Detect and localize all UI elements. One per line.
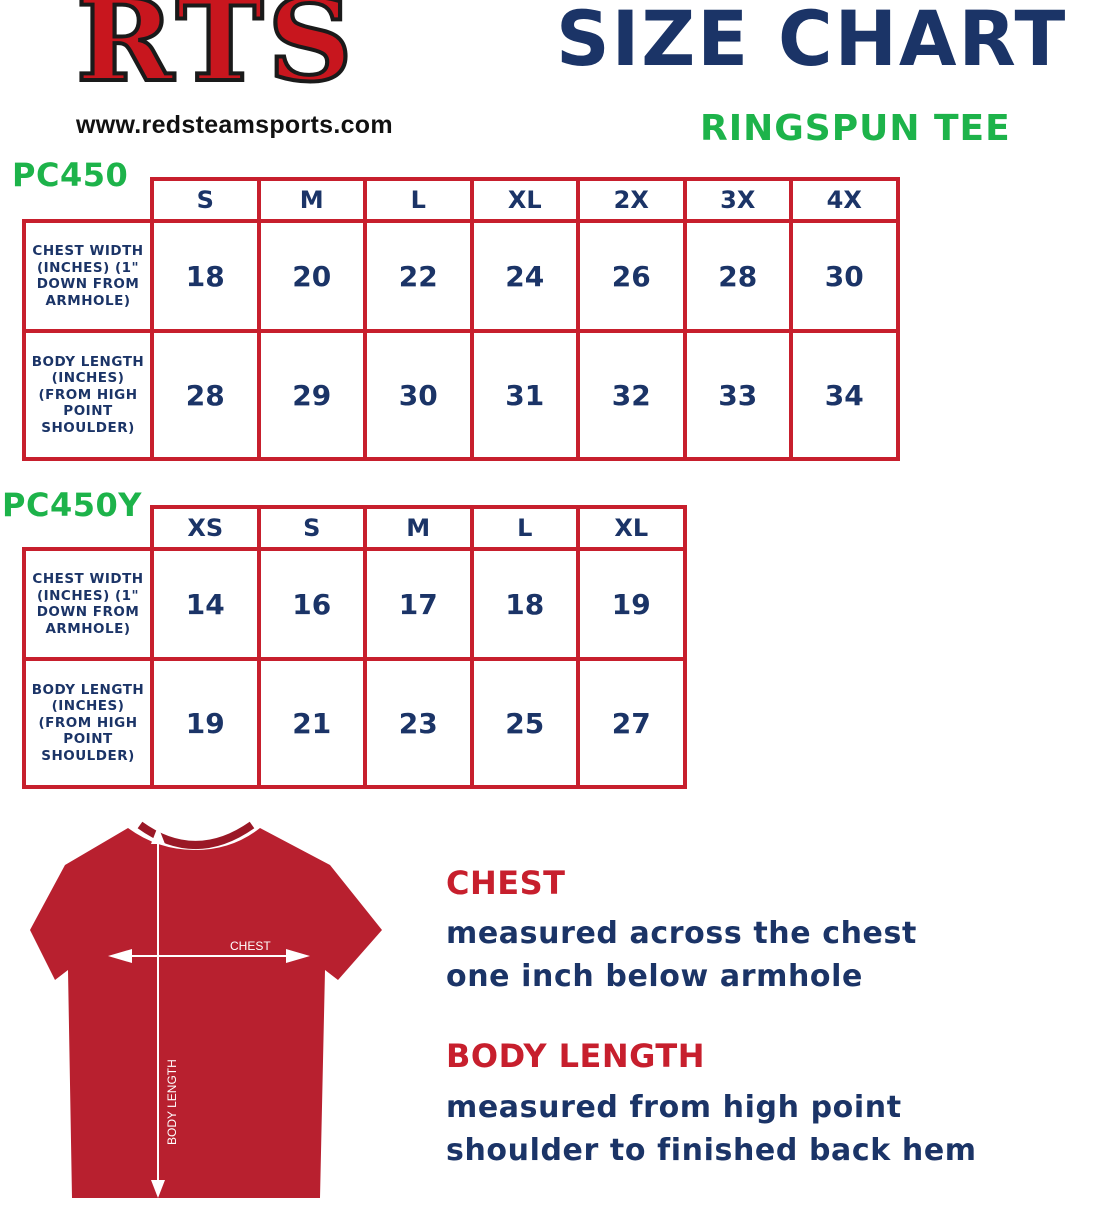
- measurement-cell: 28: [682, 219, 793, 333]
- chest-label: CHEST: [230, 939, 271, 953]
- measurement-cell: 25: [469, 657, 580, 789]
- size-header: M: [256, 177, 367, 223]
- model-label-pc450: PC450: [12, 156, 129, 194]
- measurement-cell: 34: [789, 329, 900, 461]
- measurement-cell: 23: [363, 657, 474, 789]
- measurement-cell: 18: [150, 219, 261, 333]
- measurement-cell: 26: [576, 219, 687, 333]
- page-title: SIZE CHART: [556, 0, 1068, 83]
- measurement-cell: 29: [256, 329, 367, 461]
- row-label: CHEST WIDTH (INCHES) (1" DOWN FROM ARMHO…: [22, 219, 154, 333]
- size-header: M: [363, 505, 474, 551]
- model-label-pc450y: PC450Y: [2, 486, 142, 524]
- measurement-cell: 33: [682, 329, 793, 461]
- size-header: 2X: [576, 177, 687, 223]
- measurement-cell: 18: [469, 547, 580, 661]
- measurement-cell: 19: [150, 657, 261, 789]
- measurement-cell: 17: [363, 547, 474, 661]
- measurement-cell: 20: [256, 219, 367, 333]
- tshirt-icon: [30, 828, 382, 1198]
- row-label: BODY LENGTH (INCHES) (FROM HIGH POINT SH…: [22, 657, 154, 789]
- measurement-cell: 28: [150, 329, 261, 461]
- measurement-cell: 30: [789, 219, 900, 333]
- tshirt-diagram: CHEST BODY LENGTH: [30, 821, 382, 1198]
- size-header: XL: [469, 177, 580, 223]
- measurement-cell: 16: [256, 547, 367, 661]
- measurement-cell: 31: [469, 329, 580, 461]
- body-length-description: measured from high point shoulder to fini…: [446, 1090, 977, 1168]
- measurement-cell: 32: [576, 329, 687, 461]
- row-label: CHEST WIDTH (INCHES) (1" DOWN FROM ARMHO…: [22, 547, 154, 661]
- chest-description: measured across the chest one inch below …: [446, 916, 917, 994]
- measurement-cell: 21: [256, 657, 367, 789]
- row-label: BODY LENGTH (INCHES) (FROM HIGH POINT SH…: [22, 329, 154, 461]
- body-length-heading: BODY LENGTH: [446, 1037, 705, 1075]
- size-header: S: [150, 177, 261, 223]
- measurement-cell: 14: [150, 547, 261, 661]
- measurement-cell: 22: [363, 219, 474, 333]
- size-header: L: [363, 177, 474, 223]
- measurement-cell: 19: [576, 547, 687, 661]
- body-length-label: BODY LENGTH: [165, 1059, 179, 1145]
- size-header: 3X: [682, 177, 793, 223]
- size-header: XS: [150, 505, 261, 551]
- size-header: S: [256, 505, 367, 551]
- website-url: www.redsteamsports.com: [76, 111, 393, 139]
- measurement-cell: 27: [576, 657, 687, 789]
- rts-logo: RTS: [74, 0, 357, 107]
- chest-heading: CHEST: [446, 864, 566, 902]
- measurement-cell: 24: [469, 219, 580, 333]
- product-subtitle: RINGSPUN TEE: [700, 108, 1011, 149]
- size-header: XL: [576, 505, 687, 551]
- size-header: L: [469, 505, 580, 551]
- measurement-cell: 30: [363, 329, 474, 461]
- size-header: 4X: [789, 177, 900, 223]
